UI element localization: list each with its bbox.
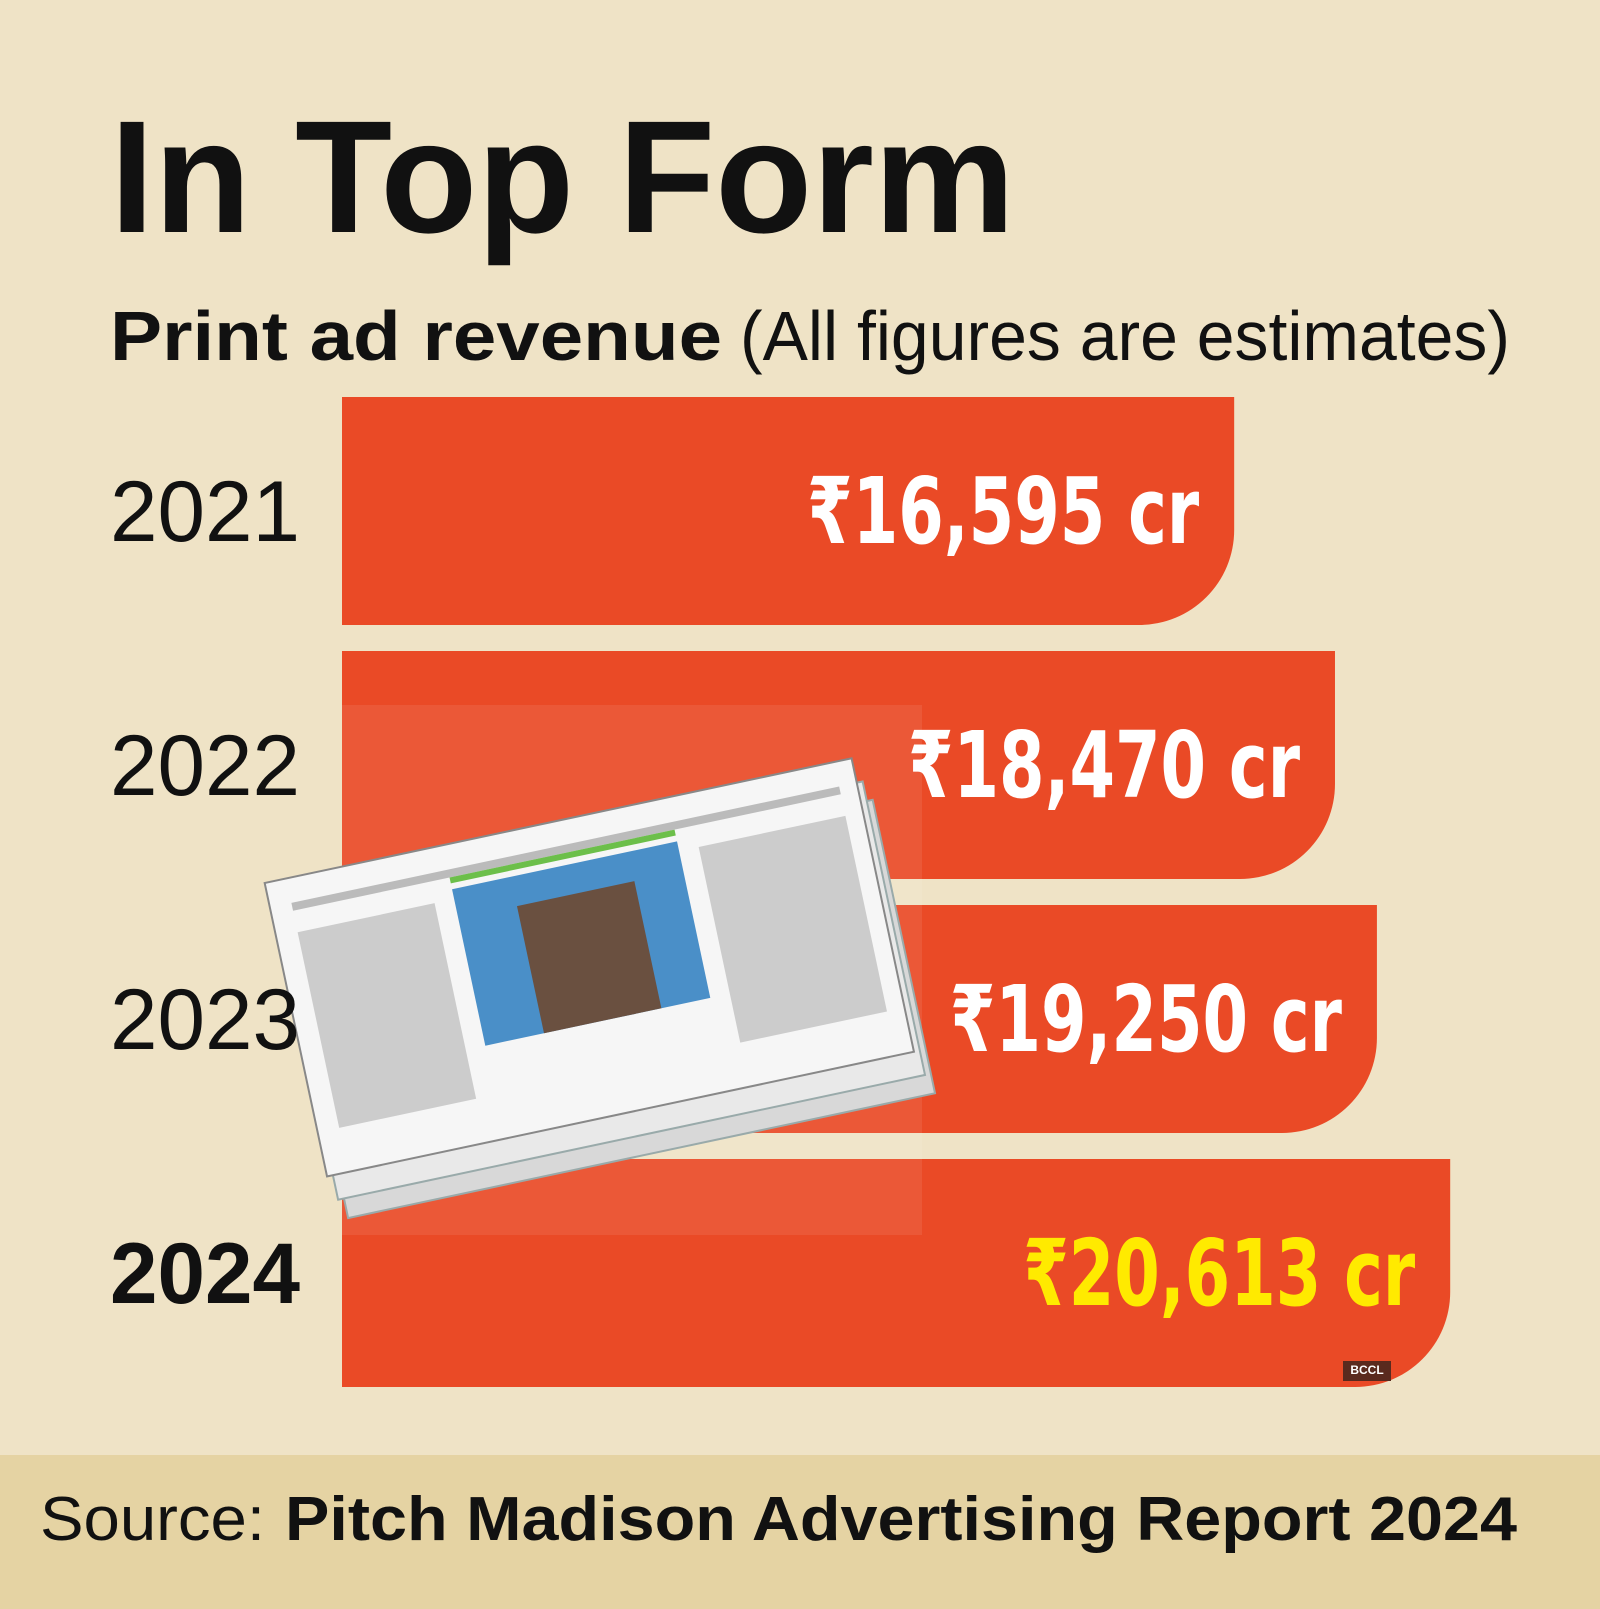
paper-photo-detail <box>516 881 662 1034</box>
newspaper-illustration <box>263 705 937 1235</box>
category-label: 2022 <box>110 718 300 814</box>
bar <box>342 397 1235 625</box>
footer-band <box>0 1455 1600 1609</box>
watermark-box <box>1343 1361 1391 1381</box>
value-label: ₹18,470 cr <box>908 712 1300 819</box>
value-label: ₹20,613 cr <box>1023 1220 1415 1327</box>
value-label: ₹19,250 cr <box>950 966 1342 1073</box>
category-label: 2024 <box>110 1226 300 1322</box>
source-label: Source: <box>40 1485 265 1554</box>
category-label: 2021 <box>110 464 300 560</box>
paper-column <box>698 815 887 1043</box>
bar <box>342 1159 1451 1387</box>
chart-title: In Top Form <box>110 87 1015 266</box>
value-label: ₹16,595 cr <box>807 458 1199 565</box>
paper-column <box>297 903 477 1128</box>
source-text: Pitch Madison Advertising Report 2024 <box>285 1485 1518 1554</box>
paper-rule <box>449 829 676 884</box>
paper-rule <box>291 786 841 911</box>
subtitle-note: (All figures are estimates) <box>740 297 1510 375</box>
watermark: BCCL <box>1343 1361 1391 1381</box>
category-label: 2023 <box>110 972 300 1068</box>
chart-subtitle: Print ad revenue <box>110 297 722 375</box>
watermark-text: BCCL <box>1350 1363 1383 1377</box>
